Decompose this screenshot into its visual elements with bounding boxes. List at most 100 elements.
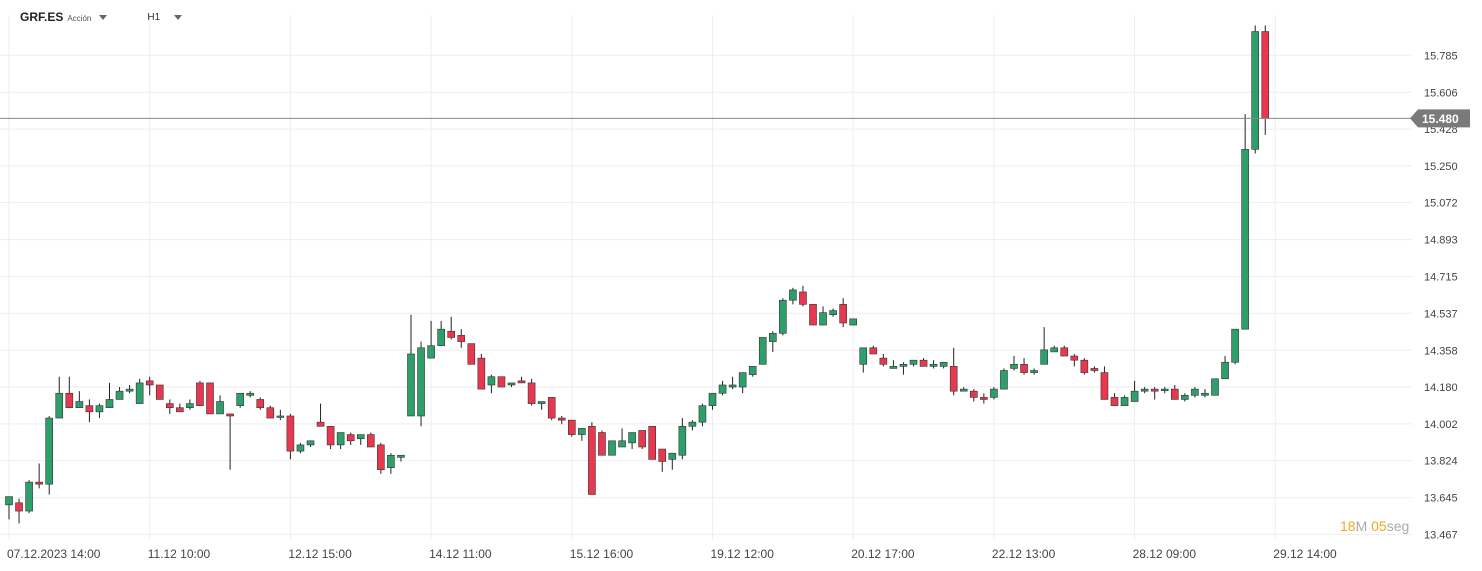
candle-up xyxy=(276,415,285,418)
candle-up xyxy=(929,364,938,367)
candle-up xyxy=(738,372,747,388)
candle-down xyxy=(1110,397,1119,406)
candle-down xyxy=(658,448,667,462)
candle-down xyxy=(809,304,817,326)
candle-up xyxy=(748,366,757,375)
countdown-minutes-unit: M xyxy=(1355,518,1368,534)
candle-down xyxy=(567,419,576,435)
y-tick-label: 13.467 xyxy=(1424,529,1458,541)
candle-up xyxy=(216,401,224,415)
candle-up xyxy=(678,426,687,456)
candle-up xyxy=(698,405,707,423)
candle-up xyxy=(1191,388,1199,396)
candle-up xyxy=(618,440,626,448)
candle-up xyxy=(407,353,415,417)
x-tick-label: 07.12.2023 14:00 xyxy=(7,547,101,561)
candle-down xyxy=(869,347,878,355)
y-tick-label: 14.358 xyxy=(1424,345,1458,357)
x-tick-label: 22.12 13:00 xyxy=(992,547,1056,561)
candle-up xyxy=(849,318,858,326)
candle-up xyxy=(668,452,677,460)
candle-down xyxy=(35,481,43,485)
candle-down xyxy=(497,376,506,388)
candle-up xyxy=(306,440,315,446)
candle-up xyxy=(1251,31,1259,150)
candle-down xyxy=(638,430,646,448)
candle-up xyxy=(1120,397,1129,406)
candle-down xyxy=(1100,372,1109,400)
candle-down xyxy=(447,330,456,338)
y-tick-label: 14.715 xyxy=(1424,271,1458,283)
candle-up xyxy=(75,401,84,409)
candle-up xyxy=(105,399,114,409)
candle-up xyxy=(55,392,64,419)
candle-up xyxy=(95,405,104,413)
current-price-tag xyxy=(1410,109,1470,128)
countdown-minutes: 18 xyxy=(1340,518,1356,534)
candle-up xyxy=(909,359,918,365)
candle-up xyxy=(417,347,425,417)
candle-down xyxy=(346,434,355,442)
candle-up xyxy=(779,299,787,334)
candle-down xyxy=(648,426,657,460)
candle-up xyxy=(487,376,496,386)
candle-down xyxy=(266,407,275,419)
candle-up xyxy=(246,392,254,396)
candle-down xyxy=(316,421,325,427)
candle-up xyxy=(356,434,365,440)
candle-down xyxy=(166,403,174,409)
candle-down xyxy=(1060,347,1069,357)
candle-up xyxy=(990,388,998,398)
countdown-seconds: 05 xyxy=(1371,518,1387,534)
candle-down xyxy=(1171,388,1179,400)
candle-down xyxy=(517,380,526,384)
candle-down xyxy=(1070,355,1079,361)
candle-up xyxy=(25,481,33,512)
candle-down xyxy=(15,502,23,512)
candle-up xyxy=(186,403,194,409)
candle-down xyxy=(326,426,335,446)
candle-down xyxy=(1150,388,1159,392)
x-tick-label: 19.12 12:00 xyxy=(711,547,775,561)
candle-up xyxy=(758,337,767,365)
candle-up xyxy=(819,312,827,326)
candle-up xyxy=(1050,347,1058,353)
candle-up xyxy=(628,432,636,444)
candle-down xyxy=(65,392,74,409)
candle-down xyxy=(256,399,265,409)
candle-down xyxy=(839,304,847,324)
timeframe-select[interactable]: H1 xyxy=(147,11,161,23)
candle-up xyxy=(1160,388,1169,391)
candle-up xyxy=(507,382,516,386)
symbol-dropdown-icon[interactable] xyxy=(99,14,108,20)
candle-up xyxy=(397,454,405,458)
candle-countdown: 18M 05seg xyxy=(1340,518,1409,534)
x-tick-label: 20.12 17:00 xyxy=(851,547,915,561)
candle-down xyxy=(527,382,536,404)
candle-down xyxy=(919,359,928,367)
candle-up xyxy=(608,440,616,456)
candle-up xyxy=(336,432,345,446)
candle-down xyxy=(1090,368,1099,371)
x-tick-label: 11.12 10:00 xyxy=(148,547,211,561)
candle-up xyxy=(45,417,54,485)
y-tick-label: 14.537 xyxy=(1424,308,1458,320)
candle-down xyxy=(226,413,234,417)
candle-up xyxy=(236,392,244,406)
candle-up xyxy=(768,333,777,342)
candle-up xyxy=(1040,349,1048,365)
candle-up xyxy=(1000,370,1008,390)
candle-down xyxy=(145,380,154,386)
candle-down xyxy=(196,382,204,406)
symbol-name[interactable]: GRF.ES xyxy=(20,10,64,24)
candle-up xyxy=(889,366,898,369)
candle-down xyxy=(1020,364,1028,373)
candle-up xyxy=(708,392,717,406)
chart-toolbar: GRF.ES Acción H1 xyxy=(20,10,183,24)
timeframe-dropdown-icon[interactable] xyxy=(174,14,183,20)
candle-up xyxy=(688,421,697,427)
candle-down xyxy=(547,397,556,419)
x-tick-label: 12.12 15:00 xyxy=(288,547,352,561)
candle-down xyxy=(457,335,466,342)
